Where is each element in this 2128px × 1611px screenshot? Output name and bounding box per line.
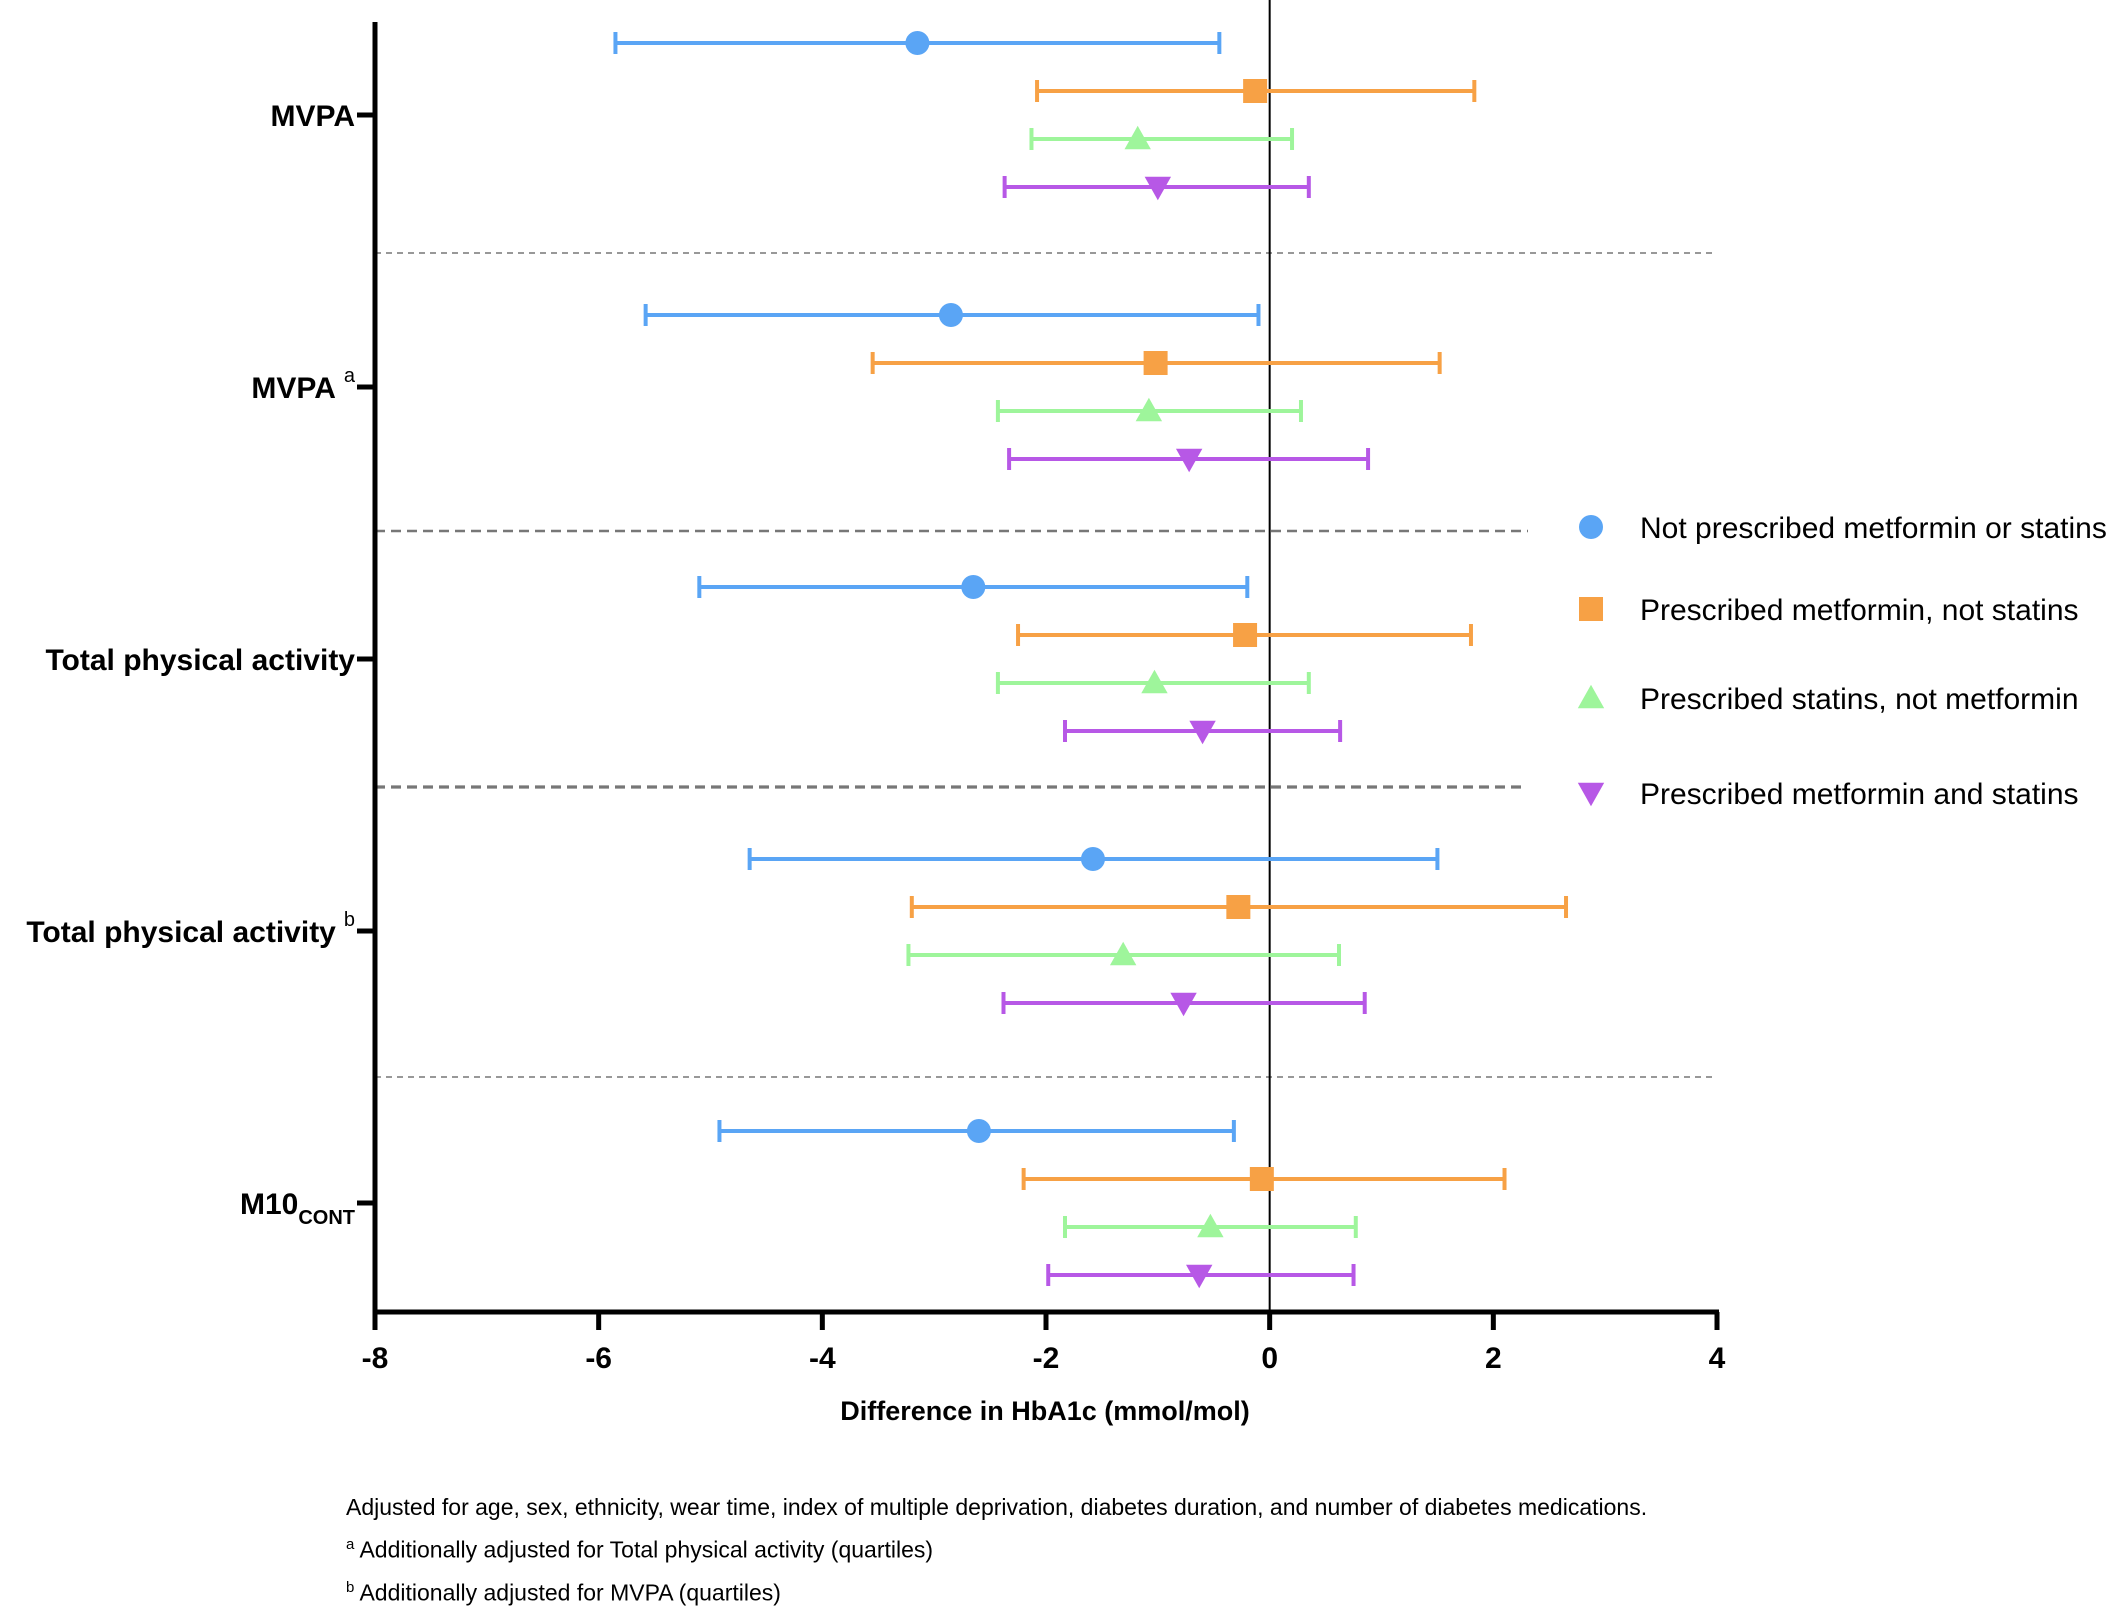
point-estimate [966, 1119, 991, 1143]
legend-item: Prescribed metformin, not statins [1579, 594, 2079, 627]
error-bar-group [1016, 623, 1473, 647]
point-estimate [1144, 176, 1172, 201]
error-bar-group [1001, 992, 1367, 1017]
legend-marker [1579, 597, 1603, 621]
error-bar-group [1021, 1167, 1507, 1191]
legend-item: Not prescribed metformin or statins [1579, 512, 2107, 545]
axes [357, 0, 1720, 1330]
row-label-text: Total physical activity [45, 644, 355, 677]
row-label-superscript: a [344, 365, 356, 387]
footnote-a: a Additionally adjusted for Total physic… [346, 1526, 1647, 1569]
point-estimate [1226, 895, 1251, 919]
footnotes: Adjusted for age, sex, ethnicity, wear t… [346, 1488, 1647, 1611]
legend-marker [1577, 782, 1605, 807]
row-label-superscript: b [344, 909, 355, 931]
footnote-b: b Additionally adjusted for MVPA (quarti… [346, 1569, 1647, 1611]
legend-label: Prescribed metformin, not statins [1640, 594, 2079, 627]
x-tick-label: 2 [1485, 1342, 1502, 1375]
error-bar-group [906, 941, 1342, 966]
point-estimate [938, 303, 963, 327]
legend-marker [1579, 515, 1603, 539]
point-estimate [1186, 1264, 1213, 1289]
footnote-a-text: Additionally adjusted for Total physical… [359, 1536, 934, 1563]
error-bar-group [995, 669, 1311, 694]
point-estimate [1197, 1213, 1224, 1238]
x-tick-label: -2 [1033, 1342, 1060, 1375]
row-label-text: MVPA [271, 100, 355, 133]
point-estimate [1080, 847, 1105, 871]
error-bar-group [909, 895, 1569, 919]
error-bar-group [717, 1119, 1236, 1143]
row-label-text: Total physical activity [26, 916, 336, 949]
row-label-text: MVPA [251, 372, 335, 405]
error-bar-group [995, 397, 1303, 422]
legend-item: Prescribed metformin and statins [1577, 778, 2079, 811]
row-label: MVPA a [251, 365, 355, 405]
row-label: MVPA [271, 100, 355, 133]
error-bar-group [613, 31, 1222, 55]
error-bar-group [697, 575, 1250, 599]
point-estimate [1233, 623, 1258, 647]
point-estimate [961, 575, 986, 599]
error-bar-group [1035, 79, 1477, 103]
point-estimate [1135, 397, 1163, 422]
x-tick-label: 4 [1709, 1342, 1726, 1375]
x-tick-label: -4 [809, 1342, 836, 1375]
error-bar-group [643, 303, 1261, 327]
point-estimate [1141, 669, 1168, 694]
footnote-b-text: Additionally adjusted for MVPA (quartile… [359, 1579, 781, 1606]
x-tick-label: -6 [585, 1342, 612, 1375]
point-estimate [1189, 720, 1216, 745]
error-bar-group [747, 847, 1440, 871]
error-bar-group [1007, 448, 1371, 473]
row-separators [375, 252, 1717, 1078]
legend: Not prescribed metformin or statins Presc… [1577, 512, 2107, 811]
footnote-b-mark: b [346, 1578, 355, 1596]
legend-label: Prescribed metformin and statins [1640, 778, 2079, 811]
x-axis-label: Difference in HbA1c (mmol/mol) [840, 1396, 1250, 1426]
row-label: Total physical activity [45, 644, 355, 677]
point-estimate [1249, 1167, 1274, 1191]
x-tick-label: 0 [1261, 1342, 1278, 1375]
legend-label: Prescribed statins, not metformin [1640, 683, 2079, 716]
point-estimate [1143, 351, 1168, 375]
data-marks [613, 31, 1569, 1289]
row-label: Total physical activity b [26, 909, 355, 949]
point-estimate [1124, 125, 1151, 150]
point-estimate [905, 31, 930, 55]
row-label: M10CONT [240, 1188, 355, 1229]
error-bar-group [870, 351, 1442, 375]
error-bar-group [1063, 1213, 1358, 1238]
footnote-a-mark: a [346, 1536, 355, 1553]
error-bar-group [1046, 1264, 1356, 1289]
point-estimate [1243, 79, 1268, 103]
legend-label: Not prescribed metformin or statins [1640, 512, 2107, 545]
error-bar-group [1063, 720, 1343, 745]
row-label-text: M10 [240, 1188, 298, 1221]
error-bar-group [1002, 176, 1311, 201]
x-tick-label: -8 [362, 1342, 389, 1375]
point-estimate [1170, 992, 1197, 1017]
point-estimate [1109, 941, 1137, 966]
legend-marker [1577, 684, 1605, 709]
point-estimate [1175, 448, 1203, 473]
footnote-main: Adjusted for age, sex, ethnicity, wear t… [346, 1494, 1648, 1520]
row-label-subscript: CONT [298, 1207, 355, 1229]
legend-item: Prescribed statins, not metformin [1577, 683, 2079, 716]
x-tick-labels: -8 -6 -4 -2 0 2 4 [362, 1342, 1726, 1375]
error-bar-group [1029, 125, 1295, 150]
